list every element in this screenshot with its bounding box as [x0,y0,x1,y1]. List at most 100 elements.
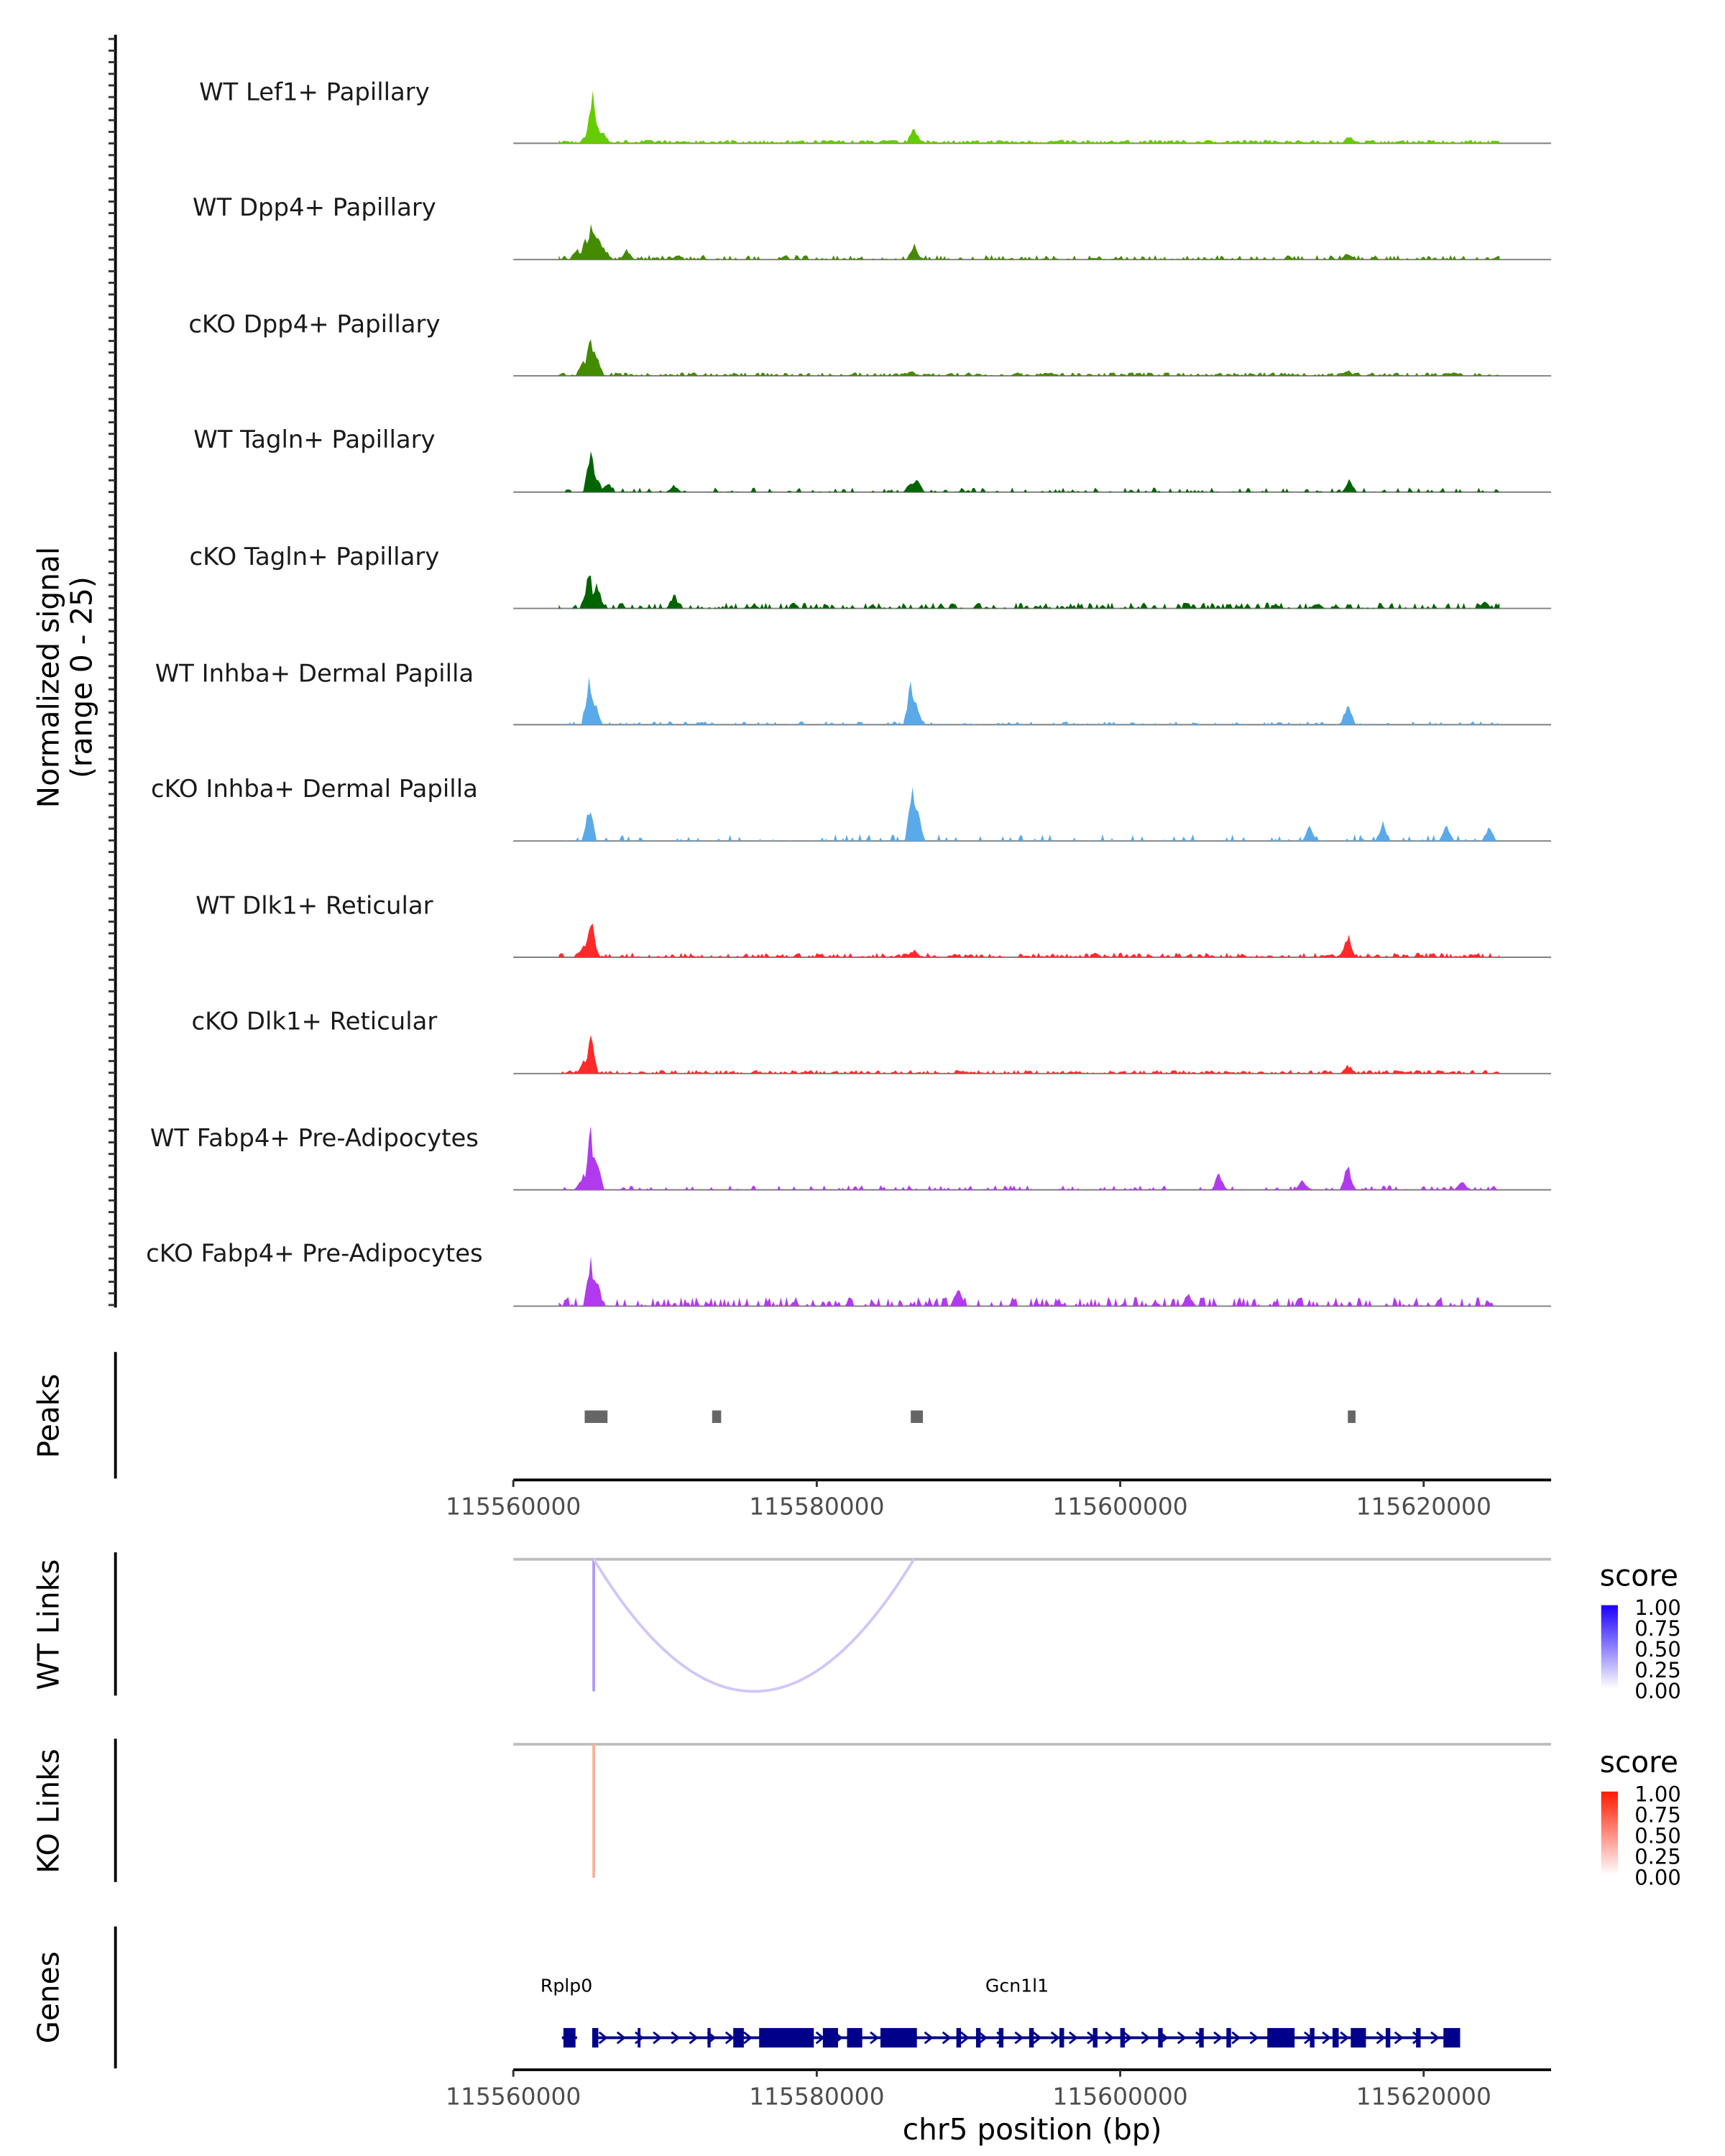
track-label: cKO Dpp4+ Papillary [188,310,440,338]
strand-arrow-icon [797,2031,807,2045]
signal-area [558,1256,1500,1307]
strand-arrow-icon [1376,2031,1386,2045]
strand-arrow-icon [1068,2031,1078,2045]
link-arc [592,1558,916,1693]
track-label: cKO Dlk1+ Reticular [192,1007,438,1035]
strand-arrow-icon [616,2031,626,2045]
strand-arrow-icon [1177,2031,1187,2045]
signal-area [558,676,1500,725]
signal-area [558,224,1500,260]
ko-links-track-label: KO Links [31,1749,65,1874]
strand-arrow-icon [1412,2031,1422,2045]
signal-area [558,786,1500,842]
strand-arrow-icon [906,2031,916,2045]
legend-tick: 0.00 [1634,1679,1681,1703]
gene-exon [880,2027,917,2048]
x-tick-label: 115580000 [749,1493,884,1521]
x-tick-label: 115620000 [1356,1493,1491,1521]
track-label: WT Dlk1+ Reticular [196,892,433,920]
legend-colorbar [1601,1791,1618,1876]
legend-tick: 0.25 [1634,1658,1681,1682]
strand-arrow-icon [888,2031,898,2045]
signal-track [513,1256,1552,1307]
strand-arrow-icon [1358,2031,1368,2045]
gene-exon [638,2027,641,2048]
track-label: WT Inhba+ Dermal Papilla [155,659,474,687]
gene-model: Rplp0 [540,1976,592,2048]
signal-area [558,339,1500,376]
strand-arrow-icon [1430,2031,1440,2045]
strand-arrow-icon [598,2031,608,2045]
signal-track [513,676,1552,726]
x-axis-top: 115560000 115580000 115600000 115620000 [446,1478,1552,1521]
wt-links-arcs [592,1558,916,1693]
strand-arrow-icon [1123,2031,1133,2045]
track-label: WT Fabp4+ Pre-Adipocytes [150,1124,479,1152]
strand-arrow-icon [815,2031,825,2045]
wt-links-legend: score 1.00 0.75 0.50 0.25 0.00 [1600,1558,1681,1703]
strand-arrow-icon [1213,2031,1223,2045]
gene-exon [998,2027,1004,2048]
strand-arrow-icon [1285,2031,1295,2045]
legend-tick: 0.00 [1634,1866,1681,1890]
strand-arrow-icon [689,2031,699,2045]
signal-y-axis [108,34,117,1308]
strand-arrow-icon [870,2031,880,2045]
strand-arrow-icon [1050,2031,1060,2045]
gene-exon [975,2027,981,2048]
x-tick-label: 115560000 [446,1493,581,1521]
track-labels: WT Lef1+ Papillary WT Dpp4+ Papillary cK… [146,78,483,1267]
strand-arrow-icon [724,2031,735,2045]
gene-exon [1226,2027,1231,2048]
peak-region [911,1410,923,1423]
track-label: cKO Tagln+ Papillary [190,543,440,571]
strand-arrow-icon [996,2031,1006,2045]
signal-track [513,786,1552,842]
signal-track [513,91,1552,144]
legend-tick: 0.50 [1634,1637,1681,1662]
strand-arrow-icon [653,2031,663,2045]
x-tick-label: 115580000 [749,2082,884,2110]
x-axis-label: chr5 position (bp) [903,2112,1162,2147]
strand-arrow-icon [1394,2031,1404,2045]
signal-track [513,575,1552,609]
gene-exon [707,2027,711,2048]
signal-area [558,91,1500,144]
strand-arrow-icon [1304,2031,1313,2045]
strand-arrow-icon [833,2031,843,2045]
x-tick-label: 115620000 [1356,2082,1491,2110]
legend-title: score [1600,1558,1678,1593]
strand-arrow-icon [761,2031,771,2045]
genes-track-label: Genes [31,1951,65,2043]
legend-colorbar [1601,1605,1618,1689]
strand-arrow-icon [1159,2031,1169,2045]
signal-track [513,1035,1552,1074]
gene-exon [563,2027,576,2048]
strand-arrow-icon [851,2031,861,2045]
strand-arrow-icon [978,2031,988,2045]
gene-exon [1351,2027,1366,2048]
track-label: cKO Inhba+ Dermal Papilla [151,775,478,803]
legend-tick: 1.00 [1634,1595,1681,1620]
peak-region [1348,1410,1356,1423]
legend-tick: 0.25 [1634,1845,1681,1869]
strand-arrow-icon [779,2031,789,2045]
signal-area [558,923,1500,957]
strand-arrow-icon [1267,2031,1277,2045]
track-label: cKO Fabp4+ Pre-Adipocytes [146,1239,483,1267]
signal-track [513,224,1552,261]
strand-arrow-icon [1195,2031,1205,2045]
y-ticks [108,37,116,1307]
gene-exon [733,2027,744,2048]
gene-exon [1385,2027,1391,2048]
signal-track [513,339,1552,377]
gene-exon [1443,2027,1460,2048]
signal-area [558,1035,1500,1074]
legend-tick: 0.75 [1634,1616,1681,1641]
strand-arrow-icon [671,2031,681,2045]
peaks-track-label: Peaks [31,1374,65,1459]
x-tick-label: 115600000 [1052,1493,1187,1521]
y-axis-label: Normalized signal [31,547,65,808]
signal-track [513,1125,1552,1191]
